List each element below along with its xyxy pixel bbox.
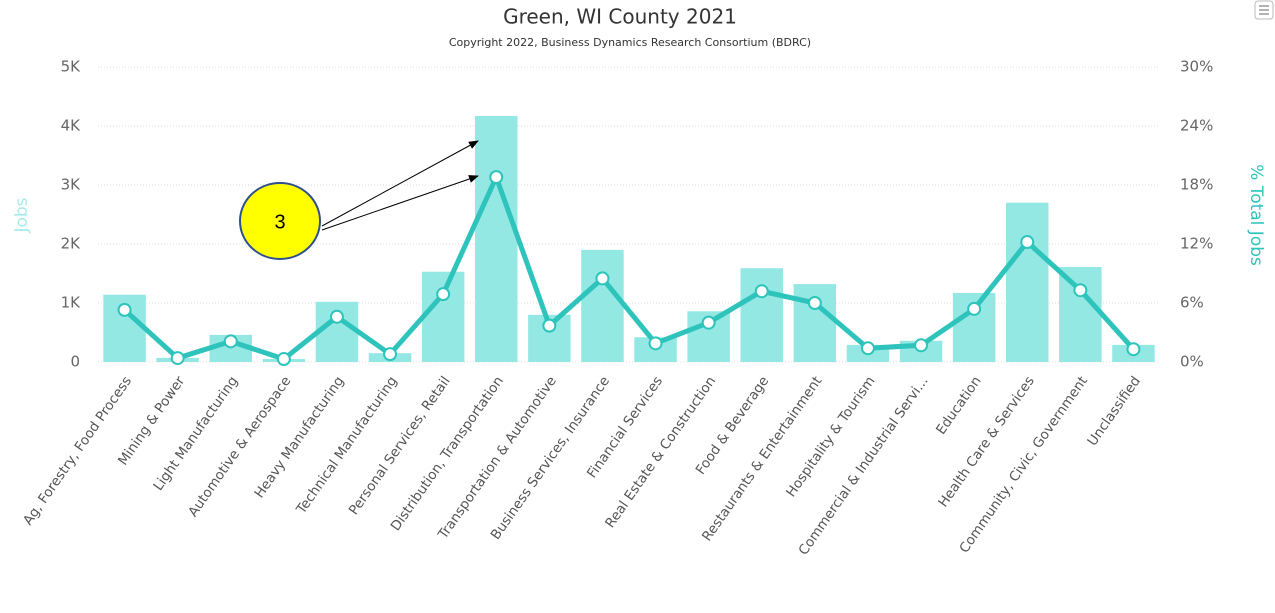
x-tick-label: Heavy Manufacturing	[251, 373, 347, 501]
plot-area: 0 1K 2K 3K 4K 5K 0% 6% 12% 18% 24% 30% Ag, Forestry,…	[20, 58, 1213, 559]
line-point	[436, 287, 451, 302]
line-point	[489, 170, 504, 185]
y-tick-label: 4K	[61, 117, 82, 135]
menu-icon[interactable]	[1254, 0, 1274, 20]
line-point	[754, 284, 769, 299]
x-tick-label: Technical Manufacturing	[293, 373, 401, 517]
bar	[1006, 202, 1049, 362]
x-tick-label: Health Care & Services	[935, 373, 1038, 510]
x-tick-label: Real Estate & Construction	[602, 373, 719, 531]
line-point	[860, 341, 875, 356]
chart-subtitle: Copyright 2022, Business Dynamics Resear…	[449, 36, 811, 49]
line-point	[276, 352, 291, 367]
x-tick-label: Education	[933, 373, 985, 437]
x-tick-label: Personal Services, Retail	[346, 373, 454, 518]
bar	[793, 284, 837, 362]
y-tick-label: 3K	[61, 176, 82, 194]
y-tick-label: 2K	[61, 235, 82, 253]
line-point	[117, 302, 132, 317]
x-tick-label: Automotive & Aerospace	[185, 373, 294, 519]
y2-tick-label: 18%	[1180, 176, 1213, 194]
y2-tick-label: 30%	[1180, 58, 1213, 76]
y2-tick-label: 12%	[1180, 235, 1213, 253]
bar	[581, 249, 624, 362]
line-point	[967, 301, 982, 316]
annotation-circle	[239, 182, 321, 260]
line-point	[383, 347, 398, 362]
annotation-arrow	[321, 175, 479, 231]
line-point	[648, 336, 663, 351]
line-point	[170, 351, 185, 366]
y2-tick-label: 6%	[1180, 294, 1204, 312]
y-tick-label: 1K	[61, 294, 82, 312]
line-point	[223, 334, 238, 349]
chart-title: Green, WI County 2021	[503, 5, 737, 29]
y2-tick-label: 24%	[1180, 117, 1213, 135]
line-point	[1073, 283, 1088, 298]
bar	[740, 268, 783, 362]
line-point	[807, 296, 822, 310]
line-point	[1126, 342, 1141, 357]
line-point	[701, 315, 716, 330]
line-point	[329, 309, 344, 324]
annotation-arrow	[321, 140, 479, 227]
y-tick-label: 5K	[61, 58, 82, 76]
x-tick-label: Distribution, Transportation	[388, 373, 507, 534]
y2-tick-label: 0%	[1180, 353, 1204, 371]
y-tick-label: 0	[70, 353, 80, 371]
annotation: 3	[239, 140, 479, 260]
menu-lines[interactable]	[1259, 5, 1269, 15]
line-point	[595, 271, 610, 286]
x-tick-label: Hospitality & Tourism	[783, 373, 878, 500]
line-point	[914, 338, 929, 353]
y-axis-title: Jobs	[12, 197, 32, 233]
line-point	[1020, 235, 1035, 250]
y2-axis-title: % Total Jobs	[1246, 164, 1266, 266]
line	[122, 174, 1136, 362]
x-tick-label: Ag, Forestry, Food Process	[20, 373, 135, 528]
line-point	[542, 318, 557, 333]
bar	[1059, 267, 1102, 362]
x-tick-label: Unclassified	[1084, 373, 1144, 449]
bar	[475, 115, 518, 362]
annotation-text: 3	[274, 211, 285, 233]
bar	[421, 271, 465, 362]
